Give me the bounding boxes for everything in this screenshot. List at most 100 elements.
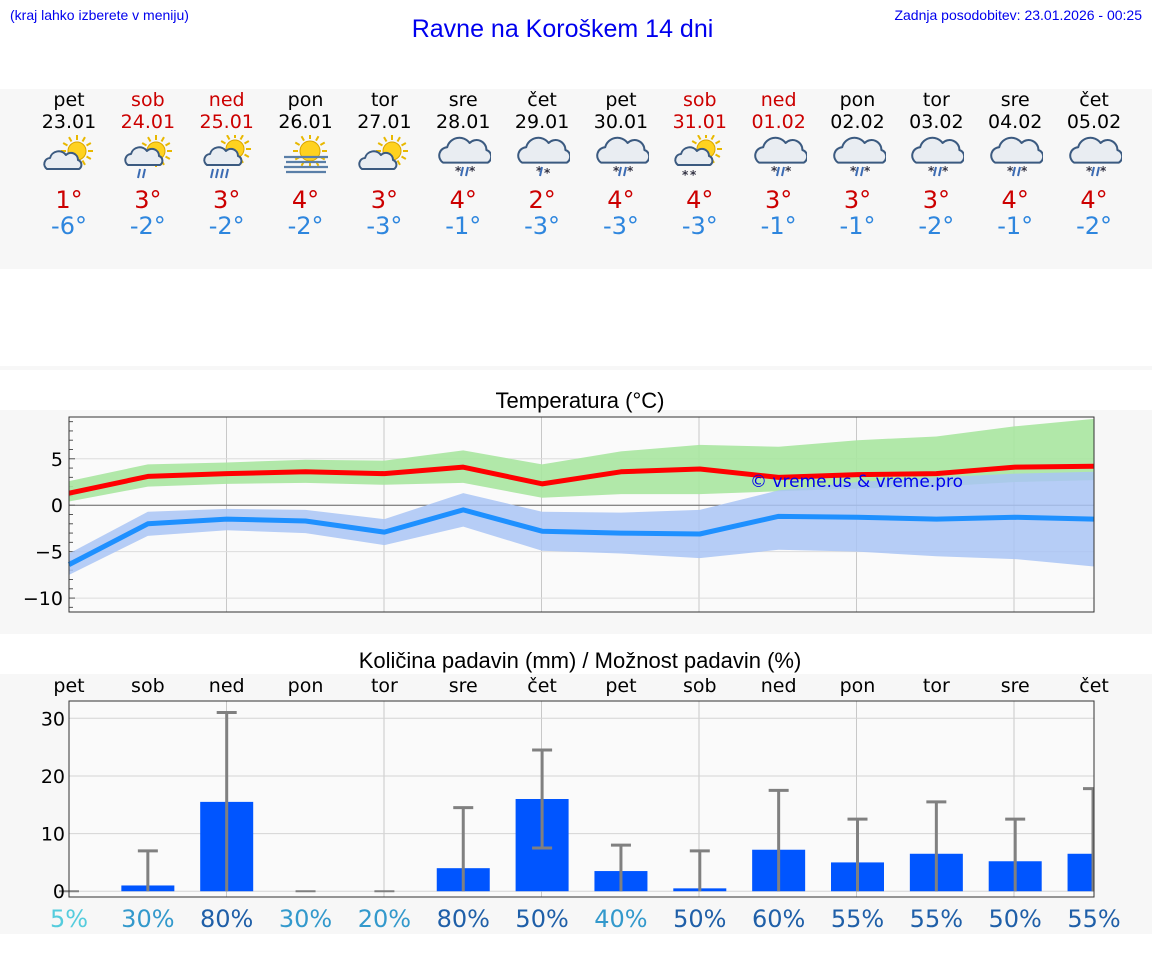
- cloud-sleet-icon: * *: [596, 136, 649, 178]
- y-tick-label: 0: [51, 495, 63, 517]
- max-temp: 3°: [370, 186, 399, 214]
- y-tick-label: 10: [41, 824, 65, 846]
- svg-text:*: *: [536, 164, 543, 178]
- day-label: tor: [371, 675, 398, 697]
- day-label: ned: [209, 675, 245, 697]
- day-name: pon: [839, 89, 876, 111]
- max-temp: 2°: [528, 186, 556, 214]
- precip-probability: 20%: [358, 905, 411, 933]
- min-temp: -6°: [51, 212, 87, 240]
- forecast-day: pet 23.01 1° -6°: [30, 89, 108, 239]
- forecast-band: [0, 89, 1152, 269]
- y-tick-label: −10: [23, 588, 63, 610]
- min-temp: -2°: [1076, 212, 1113, 240]
- day-name: čet: [527, 89, 557, 111]
- svg-text:*: *: [942, 164, 949, 178]
- day-label: pon: [840, 675, 876, 697]
- day-date: 25.01: [199, 111, 254, 133]
- day-name: ned: [760, 89, 797, 111]
- day-name: pet: [605, 89, 637, 111]
- max-temp: 3°: [213, 186, 241, 214]
- svg-text:*: *: [1021, 164, 1028, 178]
- min-temp: -2°: [129, 212, 166, 240]
- precip-probability: 80%: [200, 905, 253, 933]
- forecast-day: sob 31.01 * * 4° -3°: [661, 89, 739, 239]
- day-label: ned: [761, 675, 797, 697]
- forecast-day: čet 05.02 * * 4° -2°: [1055, 89, 1133, 239]
- precip-probability: 5%: [50, 905, 88, 933]
- min-temp: -3°: [366, 212, 403, 240]
- day-name: pet: [53, 89, 85, 111]
- svg-text:*: *: [850, 164, 857, 178]
- svg-text:*: *: [1007, 164, 1014, 178]
- day-date: 01.02: [751, 111, 806, 133]
- day-label: pet: [53, 675, 84, 697]
- forecast-day: tor 27.01 3° -3°: [345, 89, 423, 239]
- y-tick-label: 5: [51, 449, 63, 471]
- day-date: 02.02: [830, 111, 885, 133]
- svg-text:*: *: [627, 164, 634, 178]
- svg-text:*: *: [864, 164, 871, 178]
- svg-text:*: *: [455, 164, 462, 178]
- precip-probability: 50%: [515, 905, 568, 933]
- min-temp-line: [67, 507, 1095, 567]
- forecast-day: pon 26.01 4° -2°: [267, 89, 345, 239]
- day-date: 03.02: [909, 111, 964, 133]
- forecast-day: pon 02.02 * * 3° -1°: [819, 89, 897, 239]
- svg-text:*: *: [613, 164, 620, 178]
- min-temp: -3°: [602, 212, 639, 240]
- forecast-day: sob 24.01 3° -2°: [109, 89, 187, 239]
- max-temp: 3°: [922, 186, 950, 214]
- min-temp: -3°: [681, 212, 718, 240]
- min-temp-range-band: [69, 471, 1094, 575]
- precip-probability: 55%: [831, 905, 884, 933]
- max-temp: 4°: [291, 186, 320, 214]
- min-temp: -1°: [760, 212, 797, 240]
- day-name: pon: [287, 89, 324, 111]
- min-temp: -2°: [918, 212, 955, 240]
- day-label: pet: [605, 675, 636, 697]
- temperature-chart: 5 0 −5 −10 © vreme.us & vreme.pro: [23, 416, 1095, 613]
- plot-frame: [68, 700, 1095, 898]
- forecast-day: čet 29.01 * * 2° -3°: [503, 89, 581, 239]
- precip-probability: 40%: [594, 905, 647, 933]
- day-date: 31.01: [672, 111, 727, 133]
- partly-cloudy-sun-icon: [358, 135, 409, 170]
- cloud-sleet-icon: * *: [1069, 136, 1123, 178]
- max-temp: 3°: [134, 186, 162, 214]
- day-date: 27.01: [357, 111, 412, 133]
- day-name: ned: [208, 89, 245, 111]
- day-date: 23.01: [41, 111, 97, 133]
- max-temp: 4°: [449, 186, 477, 214]
- day-label: sre: [449, 675, 478, 697]
- day-date: 04.02: [987, 111, 1043, 133]
- min-temp: -2°: [208, 212, 245, 240]
- min-temp: -3°: [524, 212, 561, 240]
- sun-cloud-rain-icon: [203, 135, 251, 179]
- forecast-strip: pet 23.01 1° -6° sob 24.01 3° -2° ned 25.01 3° -2° p…: [0, 89, 1152, 269]
- min-temp: -1°: [445, 212, 482, 240]
- min-temp: -1°: [839, 212, 876, 240]
- sun-cloud-light-rain-icon: [124, 135, 172, 179]
- last-updated: Zadnja posodobitev: 23.01.2026 - 00:25: [894, 7, 1142, 23]
- day-label: čet: [527, 675, 557, 697]
- page-title: Ravne na Koroškem 14 dni: [411, 15, 714, 43]
- partly-cloudy-sun-icon: [43, 135, 93, 170]
- y-tick-label: −5: [35, 542, 63, 564]
- day-date: 29.01: [514, 111, 570, 133]
- precip-chart-title: Količina padavin (mm) / Možnost padavin …: [358, 648, 802, 673]
- day-date: 24.01: [120, 111, 176, 133]
- plot-frame: [68, 416, 1095, 613]
- max-temp: 3°: [765, 186, 793, 214]
- location-hint: (kraj lahko izberete v meniju): [10, 7, 189, 23]
- temperature-chart-title: Temperatura (°C): [495, 388, 665, 413]
- separator-band: [0, 366, 1152, 370]
- cloud-sleet-icon: * *: [438, 136, 492, 178]
- forecast-day: ned 01.02 * * 3° -1°: [740, 89, 818, 239]
- day-label: sre: [1001, 675, 1030, 697]
- day-date: 28.01: [436, 111, 491, 133]
- precip-probability: 50%: [989, 905, 1042, 933]
- day-name: sob: [131, 89, 165, 111]
- precip-probability: 50%: [673, 905, 726, 933]
- day-name: sre: [448, 89, 478, 111]
